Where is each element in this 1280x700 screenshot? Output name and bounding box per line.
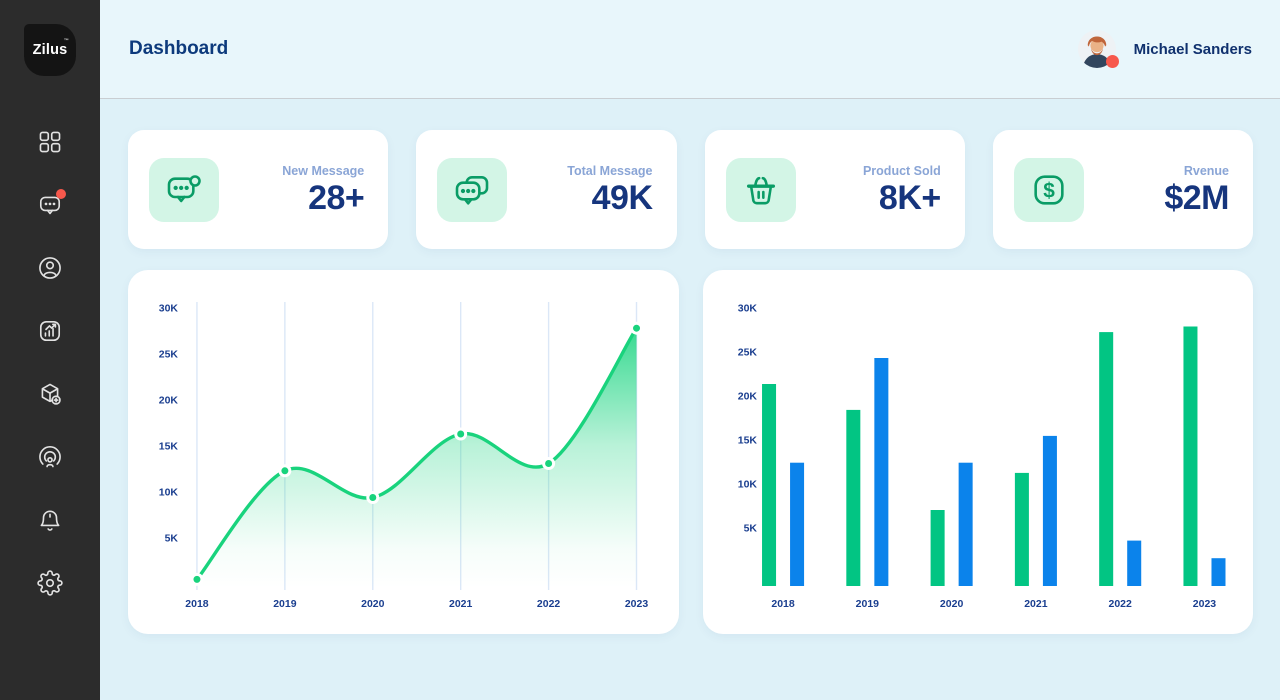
stat-card-total-message: Total Message 49K [416,130,677,249]
bar-chart: 30K 25K 20K 15K 10K 5K 2018 2019 2020 2021 2022 202… [737,303,1225,610]
stat-card-product-sold: Product Sold 8K+ [704,130,965,249]
svg-text:5K: 5K [165,533,179,544]
stat-text: Rvenue $2M [1164,164,1229,215]
svg-text:20K: 20K [737,391,757,403]
stat-icon-tile: $ [1013,157,1084,222]
notification-badge [56,189,66,199]
svg-text:2019: 2019 [273,599,296,610]
content: New Message 28+ [100,99,1280,634]
sidebar-item-products[interactable] [28,372,72,416]
user-icon [39,257,61,279]
svg-text:30K: 30K [737,303,757,315]
dollar-icon: $ [1034,174,1064,205]
avatar[interactable] [1077,30,1119,68]
gear-icon [37,570,63,596]
sidebar-item-settings[interactable] [28,561,72,605]
sidebar-nav [28,120,72,624]
brand-logo-text: Zilus [32,42,68,58]
stat-text: Total Message 49K [567,164,653,217]
user-menu[interactable]: Michael Sanders [1077,30,1252,68]
sidebar: Zilus ™ [0,0,100,700]
line-chart-card: 30K 25K 20K 15K 10K 5K 2018 2019 2020 2021 2022 202… [128,270,679,634]
sidebar-item-notifications[interactable] [28,498,72,542]
stats-row: New Message 28+ [128,130,1253,249]
stat-card-revenue: $ Rvenue $2M [992,130,1253,249]
svg-text:2018: 2018 [771,598,795,610]
sidebar-item-analytics[interactable] [28,309,72,353]
presence-dot [1105,55,1119,68]
svg-text:2021: 2021 [449,599,472,610]
user-name: Michael Sanders [1133,40,1252,58]
bell-icon [40,510,60,531]
stat-text: New Message 28+ [282,164,364,215]
line-chart: 30K 25K 20K 15K 10K 5K 2018 2019 2020 2021 2022 202… [159,302,648,610]
grid-icon [39,131,61,153]
chart-icon [39,320,61,342]
stat-label: Product Sold [862,164,941,178]
podcast-icon [39,446,61,468]
cube-plus-icon [41,383,61,405]
header: Dashboard Michael Sand [100,0,1280,99]
stat-icon-tile [437,157,508,222]
stat-text: Product Sold 8K+ [863,164,941,215]
svg-text:5K: 5K [743,523,757,535]
svg-text:30K: 30K [159,303,179,314]
sidebar-item-dashboard[interactable] [28,120,72,164]
svg-text:2020: 2020 [361,599,384,610]
main-area: Dashboard Michael Sand [100,0,1280,700]
sidebar-item-messages[interactable] [28,183,72,227]
brand-logo[interactable]: Zilus ™ [24,24,76,76]
stat-value: 28+ [308,179,365,217]
stat-label: Rvenue [1183,164,1229,178]
svg-text:10K: 10K [737,479,757,491]
stat-label: Total Message [567,164,653,178]
svg-text:2023: 2023 [1192,598,1216,610]
stat-card-new-message: New Message 28+ [128,130,389,249]
stat-icon-tile [149,157,219,222]
basket-icon [746,176,775,204]
page-title: Dashboard [129,38,229,59]
chat-icon [39,196,61,215]
charts-row: 30K 25K 20K 15K 10K 5K 2018 2019 2020 2021 2022 202… [128,270,1253,634]
svg-text:2021: 2021 [1024,598,1048,610]
svg-text:15K: 15K [737,435,757,447]
svg-text:25K: 25K [159,349,179,360]
svg-text:15K: 15K [159,441,179,452]
svg-text:$: $ [1043,179,1055,202]
stat-value: 49K [591,179,653,217]
bar-chart-card: 30K 25K 20K 15K 10K 5K 2018 2019 2020 2021 2022 202… [702,270,1253,634]
svg-text:2020: 2020 [939,598,963,610]
svg-text:2022: 2022 [537,599,560,610]
svg-text:25K: 25K [737,347,757,359]
sidebar-item-profile[interactable] [28,246,72,290]
stat-icon-tile [725,157,796,222]
trademark-symbol: ™ [63,38,69,44]
svg-text:20K: 20K [159,395,179,406]
svg-text:2023: 2023 [625,599,648,610]
svg-text:2018: 2018 [185,599,208,610]
chat-badge-icon [167,174,201,202]
stat-label: New Message [282,164,365,178]
svg-text:2022: 2022 [1108,598,1132,610]
sidebar-item-broadcast[interactable] [28,435,72,479]
chat-double-icon [455,175,489,205]
stat-value: $2M [1164,179,1229,217]
svg-text:2019: 2019 [855,598,879,610]
stat-value: 8K+ [878,179,941,217]
svg-text:10K: 10K [159,487,179,498]
